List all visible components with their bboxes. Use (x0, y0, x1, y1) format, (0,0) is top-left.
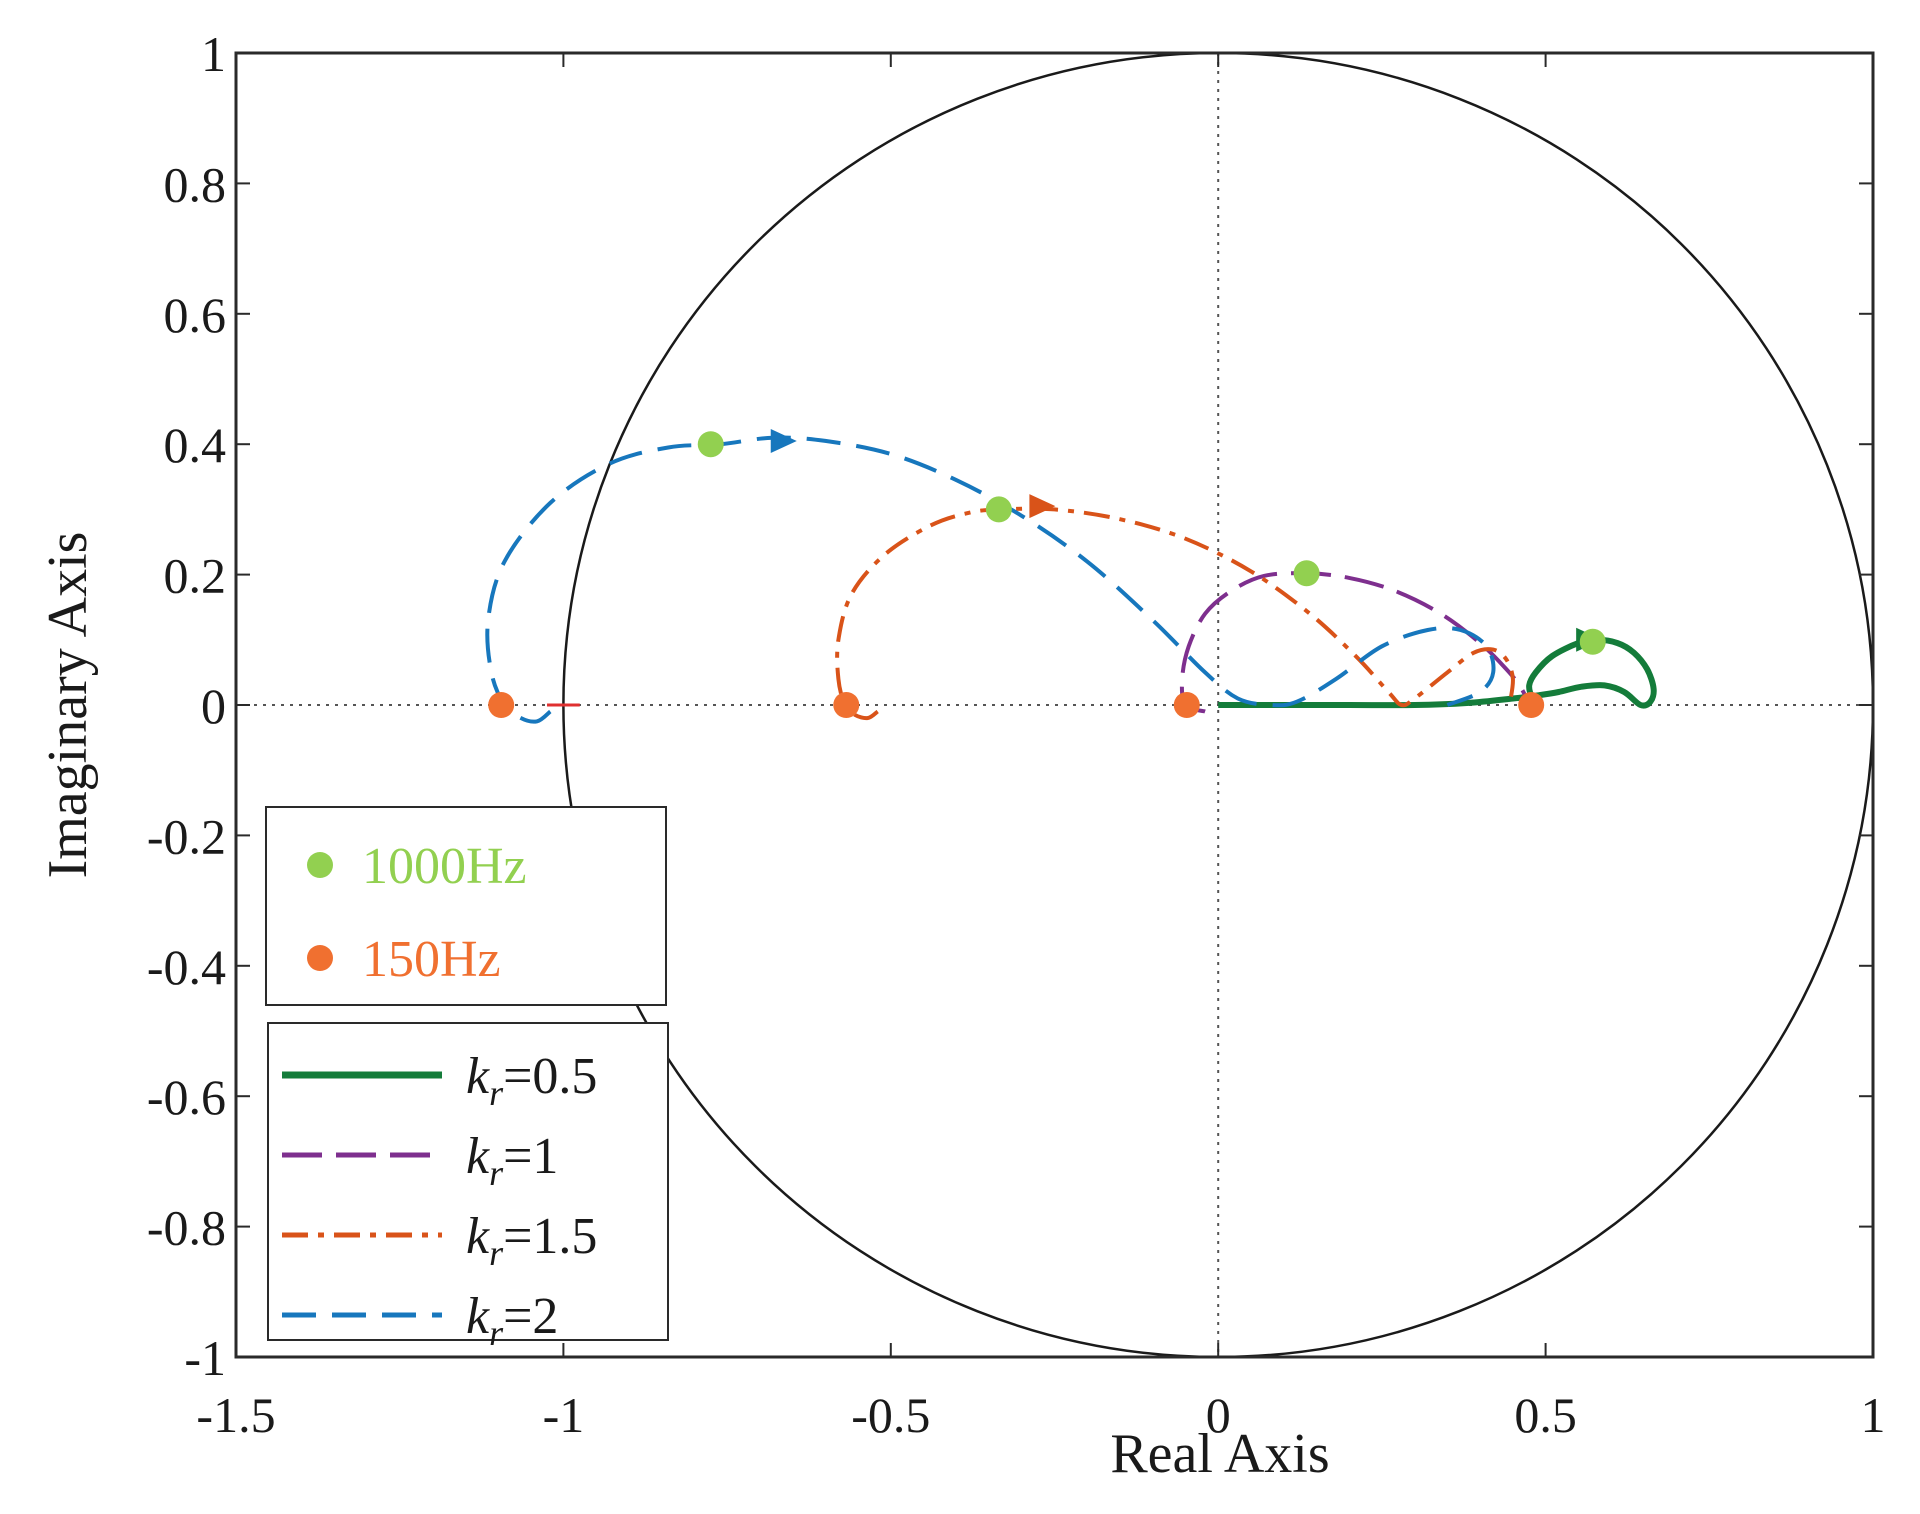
y-tick-label: 0.6 (164, 287, 227, 343)
series-line-kr=1.5 (835, 506, 1515, 721)
freq-legend-marker (307, 945, 333, 971)
y-tick-label: 0.4 (164, 417, 227, 473)
series-arrow-kr=2 (770, 428, 797, 453)
series-legend-label: kr=1.5 (466, 1208, 597, 1273)
freq-legend-label: 150Hz (362, 931, 501, 988)
x-tick-label: 1 (1861, 1387, 1886, 1443)
y-tick-label: 0.2 (164, 548, 227, 604)
y-axis-title: Imaginary Axis (37, 532, 99, 879)
marker-150hz-kr=1 (1173, 692, 1200, 718)
frequency-legend: 1000Hz 150Hz (265, 806, 667, 1006)
marker-1000hz-kr=1.5 (985, 496, 1012, 523)
plot-frame (234, 51, 1875, 1359)
plot-area (485, 428, 1657, 724)
series-line-kr=1 (1179, 571, 1529, 714)
frequency-legend-box (265, 806, 667, 1006)
series-legend: kr=0.5 kr=1 kr=1.5 kr=2 (267, 1022, 669, 1353)
y-tick-label: -0.2 (147, 808, 226, 864)
marker-1000hz-kr=0.5 (1579, 628, 1606, 655)
x-tick-label: -1.5 (196, 1387, 275, 1443)
y-tick-label: 0 (201, 678, 226, 734)
y-tick-label: -0.6 (147, 1069, 226, 1125)
y-tick-label: 1 (201, 26, 226, 82)
series-arrow-kr=1.5 (1029, 494, 1056, 519)
x-tick-label: -1 (543, 1387, 585, 1443)
marker-150hz-kr=1.5 (833, 692, 860, 718)
marker-1000hz-kr=2 (697, 431, 724, 458)
tick-layer: -1.5 -1 -0.5 0 0.5 1-1-0.8-0.6-0.4-0.200.20.4… (147, 26, 1886, 1443)
marker-150hz-kr=0.5 (1518, 692, 1545, 718)
y-tick-label: -0.4 (147, 939, 226, 995)
x-axis-title: Real Axis (1110, 1423, 1329, 1485)
y-tick-label: -0.8 (147, 1200, 226, 1256)
series-legend-label: kr=2 (466, 1288, 558, 1353)
series-line-kr=2 (485, 435, 1496, 724)
x-tick-label: 0.5 (1514, 1387, 1577, 1443)
series-legend-label: kr=1 (466, 1128, 558, 1193)
freq-legend-label: 1000Hz (362, 838, 527, 895)
series-legend-label: kr=0.5 (466, 1048, 597, 1113)
freq-legend-marker (307, 852, 333, 878)
marker-150hz-kr=2 (488, 692, 515, 718)
marker-1000hz-kr=1 (1293, 560, 1320, 587)
x-tick-label: 0 (1206, 1387, 1231, 1443)
y-tick-label: -1 (184, 1330, 226, 1386)
y-tick-label: 0.8 (164, 156, 227, 212)
x-tick-label: -0.5 (851, 1387, 930, 1443)
